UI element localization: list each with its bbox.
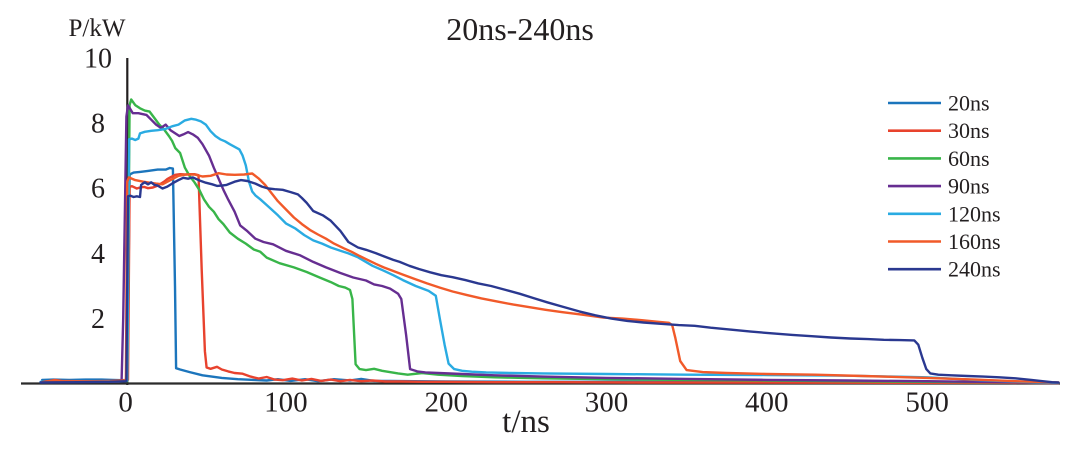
svg-text:6: 6 (91, 174, 105, 205)
svg-text:400: 400 (745, 387, 789, 419)
svg-text:300: 300 (585, 387, 629, 419)
svg-text:2: 2 (91, 304, 105, 335)
svg-text:500: 500 (905, 387, 949, 419)
svg-text:200: 200 (424, 387, 468, 419)
svg-text:100: 100 (264, 387, 308, 419)
svg-text:4: 4 (91, 239, 105, 270)
svg-text:t/ns: t/ns (502, 404, 550, 440)
svg-text:60ns: 60ns (948, 146, 990, 171)
svg-text:120ns: 120ns (948, 201, 1001, 226)
svg-text:0: 0 (118, 387, 133, 419)
svg-text:P/kW: P/kW (69, 15, 126, 42)
svg-text:30ns: 30ns (948, 118, 990, 143)
svg-text:240ns: 240ns (948, 257, 1001, 282)
svg-text:160ns: 160ns (948, 229, 1001, 254)
svg-text:20ns-240ns: 20ns-240ns (446, 11, 594, 47)
svg-text:10: 10 (84, 43, 112, 74)
svg-text:8: 8 (91, 109, 105, 140)
svg-text:90ns: 90ns (948, 174, 990, 199)
svg-text:20ns: 20ns (948, 91, 990, 116)
